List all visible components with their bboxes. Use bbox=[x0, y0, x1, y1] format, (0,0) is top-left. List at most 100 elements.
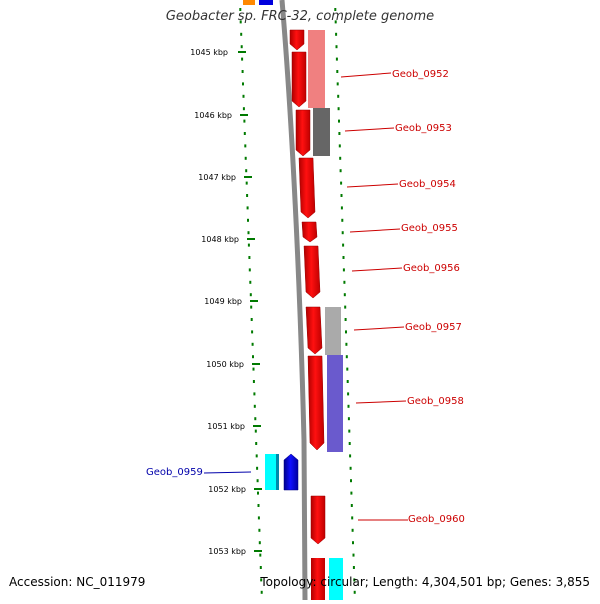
scale-dot-right bbox=[338, 144, 341, 148]
scale-dot-left bbox=[244, 156, 247, 160]
scale-dot-right bbox=[335, 32, 338, 36]
scale-dot-left bbox=[247, 231, 250, 235]
scale-dot-left bbox=[245, 169, 248, 173]
scale-dot-left bbox=[249, 293, 252, 297]
scale-dot-right bbox=[352, 541, 354, 545]
cog-track bbox=[265, 30, 343, 600]
feature-top-blue bbox=[259, 0, 273, 5]
cog-block-0952 bbox=[308, 30, 325, 108]
scale-dot-right bbox=[344, 305, 347, 309]
gene-label-geob-0952[interactable]: Geob_0952 bbox=[392, 69, 449, 80]
scale-dot-left bbox=[247, 243, 250, 247]
cog-block-0959-a bbox=[265, 454, 279, 490]
scale-dot-right bbox=[347, 417, 350, 421]
cds-arrow-geob-0951 bbox=[289, 29, 305, 51]
scale-dot-left bbox=[241, 70, 244, 73]
scale-dot-left bbox=[239, 20, 242, 24]
scale-dot-right bbox=[338, 132, 341, 135]
scale-dot-left bbox=[246, 206, 249, 210]
scale-dot-right bbox=[349, 466, 352, 470]
scale-dot-left bbox=[254, 417, 257, 421]
scale-dot-left bbox=[252, 380, 255, 383]
leader-geob-0954 bbox=[346, 183, 399, 188]
scale-dot-right bbox=[343, 280, 346, 284]
gene-label-geob-0960[interactable]: Geob_0960 bbox=[408, 514, 465, 525]
scale-dot-left bbox=[251, 330, 254, 334]
scale-dot-right bbox=[348, 442, 351, 445]
ruler-label-1048: 1048 kbp bbox=[201, 235, 239, 244]
scale-dot-right bbox=[346, 380, 349, 383]
gene-label-geob-0958[interactable]: Geob_0958 bbox=[407, 396, 464, 407]
scale-dot-right bbox=[352, 553, 355, 557]
cds-arrow-geob-0957 bbox=[305, 306, 323, 355]
ruler-label-1051: 1051 kbp bbox=[207, 422, 245, 431]
scale-dot-right bbox=[340, 181, 343, 185]
scale-dot-right bbox=[353, 578, 356, 582]
scale-dot-right bbox=[338, 119, 340, 123]
gene-labels: Geob_0952 Geob_0953 Geob_0954 Geob_0955 … bbox=[146, 69, 465, 525]
scale-dot-left bbox=[259, 553, 262, 557]
cog-block-0959-b bbox=[276, 454, 279, 490]
ruler-label-1047: 1047 kbp bbox=[198, 173, 236, 182]
scale-dot-right bbox=[351, 516, 354, 520]
scale-dot-left bbox=[257, 491, 259, 495]
scale-dot-left bbox=[253, 404, 256, 408]
scale-dot-right bbox=[336, 82, 339, 86]
cds-arrow-geob-0960 bbox=[310, 495, 326, 545]
scale-dot-left bbox=[252, 367, 255, 371]
scale-dot-right bbox=[350, 491, 353, 495]
scale-dot-left bbox=[247, 218, 249, 222]
scale-dot-right bbox=[350, 504, 353, 507]
ruler-label-1053: 1053 kbp bbox=[208, 547, 246, 556]
scale-dot-right bbox=[336, 70, 339, 73]
cds-arrow-geob-0955 bbox=[301, 221, 318, 243]
scale-dot-right bbox=[342, 243, 345, 247]
leader-geob-0956 bbox=[351, 267, 403, 272]
scale-dot-left bbox=[252, 355, 254, 359]
scale-dot-right bbox=[345, 330, 347, 334]
scale-dot-left bbox=[250, 305, 253, 309]
scale-dot-left bbox=[248, 256, 251, 259]
accession-text: Accession: NC_011979 bbox=[9, 575, 146, 589]
gene-label-geob-0956[interactable]: Geob_0956 bbox=[403, 263, 460, 274]
scale-dot-right bbox=[344, 318, 347, 321]
cds-arrow-geob-0958 bbox=[307, 355, 325, 451]
scale-dot-right bbox=[348, 429, 351, 433]
cog-block-0957 bbox=[325, 307, 341, 355]
scale-dot-left bbox=[256, 466, 259, 470]
cds-arrow-geob-0952 bbox=[291, 51, 307, 108]
scale-dot-left bbox=[251, 342, 254, 346]
scale-dot-right bbox=[349, 454, 352, 458]
cog-block-0953 bbox=[313, 108, 330, 156]
leader-geob-0959 bbox=[203, 471, 252, 474]
scale-dot-left bbox=[240, 32, 243, 36]
gene-label-geob-0959[interactable]: Geob_0959 bbox=[146, 467, 203, 478]
scale-dot-left bbox=[239, 8, 242, 11]
scale-dot-left bbox=[241, 57, 244, 61]
leader-geob-0958 bbox=[355, 400, 407, 404]
scale-dots-left bbox=[239, 8, 263, 594]
genome-backbone bbox=[279, 0, 308, 601]
scale-dot-left bbox=[242, 82, 244, 86]
leader-geob-0953 bbox=[344, 127, 395, 132]
ruler-label-1052: 1052 kbp bbox=[208, 485, 246, 494]
scale-dot-right bbox=[339, 169, 342, 173]
feature-top-orange bbox=[243, 0, 255, 5]
gene-label-geob-0953[interactable]: Geob_0953 bbox=[395, 123, 452, 134]
cds-arrow-geob-0959 bbox=[283, 453, 299, 491]
gene-label-geob-0954[interactable]: Geob_0954 bbox=[399, 179, 456, 190]
scale-dot-left bbox=[243, 119, 246, 123]
scale-dot-left bbox=[248, 268, 251, 272]
scale-dot-right bbox=[353, 590, 356, 594]
scale-dot-right bbox=[346, 367, 349, 371]
scale-dot-left bbox=[242, 94, 245, 98]
scale-dot-right bbox=[352, 566, 355, 569]
scale-dot-left bbox=[256, 479, 259, 483]
scale-dot-left bbox=[242, 107, 245, 111]
gene-label-geob-0957[interactable]: Geob_0957 bbox=[405, 322, 462, 333]
scale-dot-right bbox=[345, 355, 348, 359]
scale-dot-left bbox=[257, 504, 260, 507]
gene-label-geob-0955[interactable]: Geob_0955 bbox=[401, 223, 458, 234]
